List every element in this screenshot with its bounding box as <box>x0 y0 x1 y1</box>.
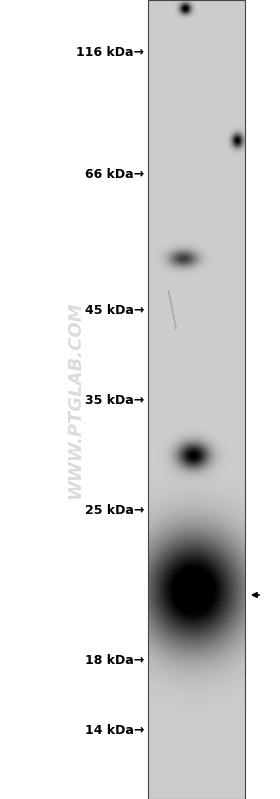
Text: 45 kDa→: 45 kDa→ <box>85 304 144 316</box>
Text: 14 kDa→: 14 kDa→ <box>85 724 144 737</box>
Text: 18 kDa→: 18 kDa→ <box>85 654 144 666</box>
Text: WWW.PTGLAB.COM: WWW.PTGLAB.COM <box>66 301 84 499</box>
Text: 25 kDa→: 25 kDa→ <box>85 503 144 516</box>
Bar <box>148 0 245 799</box>
Text: 35 kDa→: 35 kDa→ <box>85 393 144 407</box>
Text: 66 kDa→: 66 kDa→ <box>85 169 144 181</box>
Text: 116 kDa→: 116 kDa→ <box>76 46 144 58</box>
